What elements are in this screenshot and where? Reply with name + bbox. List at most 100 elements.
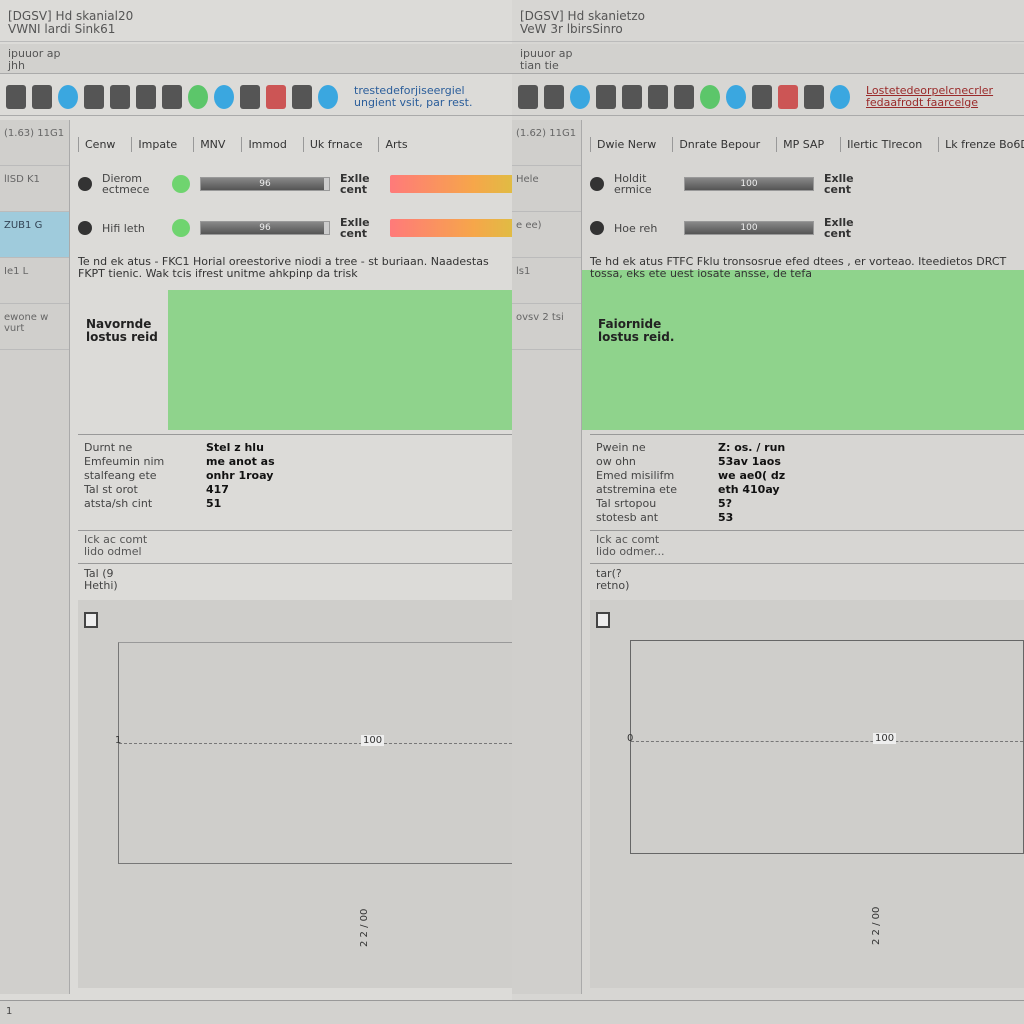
info-row: Emfeumin nim me anot as: [84, 456, 275, 468]
status-row: Holdit ermice 100 Exlle cent: [590, 170, 1024, 198]
tab[interactable]: Arts: [378, 136, 413, 152]
row-label: Holdit ermice: [614, 172, 652, 196]
info-value: we ae0( dz: [718, 469, 786, 482]
toolbar-tool-icon[interactable]: [544, 84, 564, 109]
tab[interactable]: MNV: [193, 136, 231, 152]
toolbar-tool-icon[interactable]: [804, 84, 824, 109]
sidebar-item[interactable]: (1.63) 11G1: [0, 120, 69, 166]
info-key: Emed misilifm: [596, 470, 675, 482]
toolbar-tool-icon[interactable]: [32, 84, 52, 109]
tab[interactable]: Cenw: [78, 136, 121, 152]
toolbar-tool-icon[interactable]: [214, 84, 234, 109]
info-key: stotesb ant: [596, 512, 659, 524]
tab[interactable]: Uk frnace: [302, 136, 369, 152]
chart-toggle-checkbox[interactable]: [596, 612, 610, 628]
highlight-label-line: lostus reid.: [598, 330, 675, 344]
row-label: Hoe reh: [614, 221, 658, 235]
info-row: Pwein ne Z: os. / run: [596, 442, 785, 454]
toolbar-tool-icon[interactable]: [58, 84, 78, 109]
status-message: Te hd ek atus FTFC Fklu tronsosrue efed …: [590, 255, 1007, 280]
progress-bar: 100: [684, 177, 814, 191]
section-title-line: retno): [596, 579, 630, 592]
sidebar-item[interactable]: ZUB1 G: [0, 212, 69, 258]
toolbar-tool-icon[interactable]: [674, 84, 694, 109]
divider: [78, 563, 512, 564]
highlight-label-line: Faiornide: [598, 317, 662, 331]
toolbar-tool-icon[interactable]: [700, 84, 720, 109]
toolbar-tool-icon[interactable]: [726, 84, 746, 109]
toolbar-tool-icon[interactable]: [570, 84, 590, 109]
sidebar-item[interactable]: lISD K1: [0, 166, 69, 212]
progress-fill: [685, 178, 813, 190]
row-status: Exlle cent: [340, 172, 370, 196]
tab[interactable]: Ilertic Tlrecon: [840, 136, 928, 152]
tab[interactable]: MP SAP: [776, 136, 830, 152]
toolbar-tool-icon[interactable]: [778, 84, 798, 109]
info-row: Tal srtopou 5?: [596, 498, 785, 510]
toolbar-tool-icon[interactable]: [240, 84, 260, 109]
x-tick-label: 2 2 / 00: [359, 908, 370, 947]
info-key: atsta/sh cint: [84, 498, 153, 510]
info-row: atstremina ete eth 410ay: [596, 484, 785, 496]
sidebar-item[interactable]: ovsv 2 tsi: [512, 304, 581, 350]
toolbar-info: trestedeforjiseergiel ungient vsit, par r…: [354, 84, 472, 109]
row-label: Hifi leth: [102, 221, 145, 235]
y-tick-label: 1: [115, 735, 122, 746]
sidebar-item[interactable]: Hele: [512, 166, 581, 212]
info-key: Emfeumin nim: [84, 456, 165, 468]
chart-toggle-checkbox[interactable]: [84, 612, 98, 628]
highlight-area: [582, 270, 1024, 430]
chart-background: [78, 600, 512, 988]
toolbar-tool-icon[interactable]: [266, 84, 286, 109]
toolbar-tool-icon[interactable]: [110, 84, 130, 109]
status-bar: [512, 1000, 1024, 1024]
tab[interactable]: Dwie Nerw: [590, 136, 662, 152]
toolbar-tool-icon[interactable]: [318, 84, 338, 109]
info-row: Durnt ne Stel z hlu: [84, 442, 275, 454]
sidebar-item[interactable]: e ee): [512, 212, 581, 258]
toolbar-tool-icon[interactable]: [830, 84, 850, 109]
toolbar-tool-icon[interactable]: [752, 84, 772, 109]
info-key: Tal st orot: [84, 484, 138, 496]
toolbar-tool-icon[interactable]: [162, 84, 182, 109]
tab[interactable]: Lk frenze Bo6DfIfrersz: [938, 136, 1024, 152]
x-tick-label: 2 2 / 00: [871, 906, 882, 945]
toolbar-tool-icon[interactable]: [292, 84, 312, 109]
tab-bar: Cenw Impate MNV Immod Uk frnace Arts: [78, 126, 512, 162]
window-subtitle: VeW 3r lbirsSinro: [520, 22, 623, 36]
tab[interactable]: Immod: [241, 136, 292, 152]
sidebar-item[interactable]: ls1: [512, 258, 581, 304]
toolbar-tool-icon[interactable]: [188, 84, 208, 109]
highlight-label: Navornde lostus reid: [86, 318, 158, 344]
info-value: Z: os. / run: [718, 441, 786, 454]
window-title-bar: [DGSV] Hd skanial20 VWNI lardi Sink61: [0, 4, 512, 42]
progress-percent: 96: [259, 179, 271, 189]
menu-item[interactable]: tian tie: [520, 59, 559, 72]
sidebar-item[interactable]: (1.62) 11G1: [512, 120, 581, 166]
divider: [590, 563, 1024, 564]
menu-item[interactable]: ipuuor ap: [8, 47, 61, 60]
menu-item[interactable]: jhh: [8, 59, 25, 72]
sidebar-item[interactable]: ewone w vurt: [0, 304, 69, 350]
toolbar-tool-icon[interactable]: [136, 84, 156, 109]
details-link[interactable]: Ick ac comt lido odmel: [84, 534, 147, 558]
toolbar-tool-icon[interactable]: [6, 84, 26, 109]
toolbar-tool-icon[interactable]: [84, 84, 104, 109]
info-row: atsta/sh cint 51: [84, 498, 275, 510]
highlight-area: [168, 290, 512, 430]
details-link[interactable]: Ick ac comt lido odmer...: [596, 534, 665, 558]
toolbar-tool-icon[interactable]: [518, 84, 538, 109]
tab[interactable]: Impate: [131, 136, 183, 152]
toolbar-tool-icon[interactable]: [622, 84, 642, 109]
item-icon: [78, 221, 92, 235]
window-title-bar: [DGSV] Hd skanietzo VeW 3r lbirsSinro: [512, 4, 1024, 42]
toolbar-tool-icon[interactable]: [596, 84, 616, 109]
progress-percent: 100: [740, 179, 758, 189]
highlight-label-line: Navornde: [86, 317, 152, 331]
toolbar-tool-icon[interactable]: [648, 84, 668, 109]
menu-item[interactable]: ipuuor ap: [520, 47, 573, 60]
tab[interactable]: Dnrate Bepour: [672, 136, 766, 152]
sidebar-item[interactable]: Ie1 L: [0, 258, 69, 304]
chart-background: [590, 600, 1024, 988]
link-line: lido odmel: [84, 545, 142, 558]
